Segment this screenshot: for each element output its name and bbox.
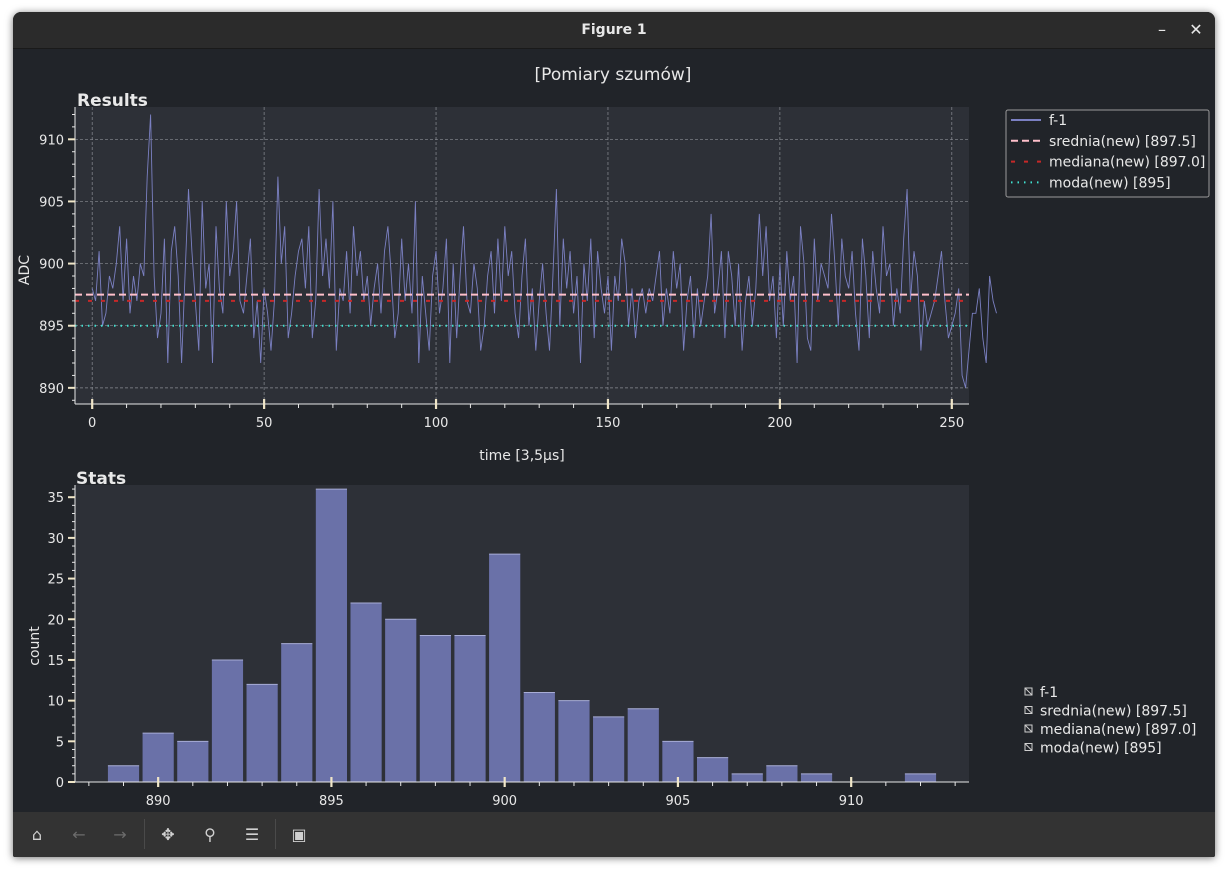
stats-ytick-label: 5 <box>56 735 64 750</box>
stats-ytick-label: 0 <box>56 776 64 791</box>
results-ytick-label: 890 <box>39 382 64 397</box>
close-button[interactable]: ✕ <box>1189 20 1203 39</box>
figure-canvas[interactable]: [Pomiary szumów] Results 0 50 100 150 200 250… <box>13 49 1215 812</box>
stats-xtick-label: 900 <box>492 794 517 809</box>
histogram-bar <box>107 765 140 782</box>
pan-icon[interactable]: ✥ <box>161 825 175 844</box>
toolbar-separator <box>144 819 145 849</box>
results-title: Results <box>77 91 148 111</box>
legend-entry-label: moda(new) [895] <box>1049 175 1171 191</box>
legend-entry-label: mediana(new) [897.0] <box>1040 722 1196 738</box>
legend-placeholder-swatch <box>1024 743 1033 751</box>
stats-ylabel: count <box>27 626 43 666</box>
toolbar-separator <box>275 819 276 849</box>
histogram-bar <box>800 773 833 782</box>
navigation-toolbar: ⌂ ← → ✥ ⚲ ☰ ▣ <box>13 812 1215 857</box>
legend-placeholder-swatch <box>1024 724 1033 733</box>
histogram-bar <box>627 708 659 782</box>
legend-placeholder-swatch <box>1024 706 1033 714</box>
results-ylabel: ADC <box>17 255 33 285</box>
histogram-bar <box>766 765 798 782</box>
histogram-bar <box>142 733 174 782</box>
legend-entry-label: mediana(new) [897.0] <box>1049 155 1205 171</box>
histogram-bar <box>904 773 937 782</box>
configure-subplots-icon[interactable]: ☰ <box>244 825 260 844</box>
results-xlabel: time [3,5µs] <box>479 448 564 464</box>
legend-entry-label: f-1 <box>1049 113 1067 129</box>
results-legend-frame <box>1005 109 1210 198</box>
histogram-bar <box>662 741 694 782</box>
forward-arrow-icon[interactable]: → <box>113 825 127 844</box>
stats-xtick-label: 895 <box>319 794 344 809</box>
results-xtick-label: 100 <box>424 416 449 431</box>
histogram-bar <box>315 489 348 782</box>
histogram-bar <box>385 619 417 782</box>
results-ytick-label: 910 <box>39 133 64 148</box>
save-icon[interactable]: ▣ <box>291 825 307 844</box>
legend-entry-label: f-1 <box>1040 685 1058 701</box>
results-xtick-label: 250 <box>939 416 964 431</box>
legend-entry-label: moda(new) [895] <box>1040 741 1162 757</box>
stats-xtick-label: 890 <box>146 794 171 809</box>
legend-entry-label: srednia(new) [897.5] <box>1040 704 1187 720</box>
histogram-bar <box>246 684 278 782</box>
stats-legend: f-1 srednia(new) [897.5] mediana(new) [897… <box>1024 685 1196 757</box>
results-ytick-label: 900 <box>39 258 64 273</box>
results-xtick-label: 150 <box>596 416 621 431</box>
results-xtick-label: 50 <box>256 416 273 431</box>
histogram-bar <box>177 741 209 782</box>
legend-placeholder-swatch-mark <box>1024 687 1033 696</box>
legend-placeholder-swatch-mark <box>1024 724 1033 733</box>
stats-ytick-label: 15 <box>47 654 64 669</box>
histogram-bar <box>558 700 590 782</box>
stats-ytick-label: 20 <box>47 613 64 628</box>
stats-ytick-label: 25 <box>47 573 64 588</box>
histogram-bar <box>454 635 486 782</box>
results-legend: f-1 srednia(new) [897.5] mediana(new) [897… <box>1005 109 1210 198</box>
home-icon[interactable]: ⌂ <box>31 825 43 844</box>
figure-svg: [Pomiary szumów] Results 0 50 100 150 200 250… <box>17 65 1210 809</box>
stats-xtick-label: 910 <box>839 794 864 809</box>
legend-placeholder-swatch-mark <box>1024 706 1033 714</box>
histogram-bar <box>281 643 313 782</box>
legend-placeholder-swatch <box>1024 687 1033 696</box>
stats-ytick-label: 10 <box>47 695 64 710</box>
stats-xtick-label: 905 <box>666 794 691 809</box>
results-plot-area <box>75 107 969 404</box>
results-xtick-label: 0 <box>88 416 96 431</box>
back-arrow-icon[interactable]: ← <box>72 825 86 844</box>
legend-placeholder-swatch-mark <box>1024 743 1033 751</box>
figure-suptitle: [Pomiary szumów] <box>535 65 692 85</box>
stats-ytick-label: 35 <box>47 491 64 506</box>
title-bar: Figure 1 – ✕ <box>13 12 1215 49</box>
stats-ytick-label: 30 <box>47 532 64 547</box>
stats-title: Stats <box>76 469 126 489</box>
figure-window: Figure 1 – ✕ [Pomiary szumów] Results 0 5… <box>13 12 1215 857</box>
histogram-bar <box>593 716 625 782</box>
histogram-bar <box>696 757 729 782</box>
results-axes: 0 50 100 150 200 250 890 895 900 905 910 <box>39 107 997 431</box>
minimize-button[interactable]: – <box>1158 20 1166 39</box>
histogram-bar <box>350 602 382 782</box>
histogram-bar <box>419 635 451 782</box>
stats-plot-area <box>75 485 969 782</box>
histogram-bar <box>489 554 521 782</box>
results-ytick-label: 895 <box>39 320 64 335</box>
results-xtick-label: 200 <box>767 416 792 431</box>
legend-entry-label: srednia(new) [897.5] <box>1049 134 1196 150</box>
histogram-bar <box>731 773 763 782</box>
results-series-line <box>91 114 997 388</box>
results-ytick-label: 905 <box>39 195 64 210</box>
histogram-bar <box>211 659 244 782</box>
stats-axes: 890 895 900 905 910 0 5 10 15 20 25 30 35 <box>47 485 969 809</box>
histogram-bar <box>523 692 555 782</box>
window-title: Figure 1 <box>581 22 647 38</box>
zoom-icon[interactable]: ⚲ <box>204 825 216 844</box>
